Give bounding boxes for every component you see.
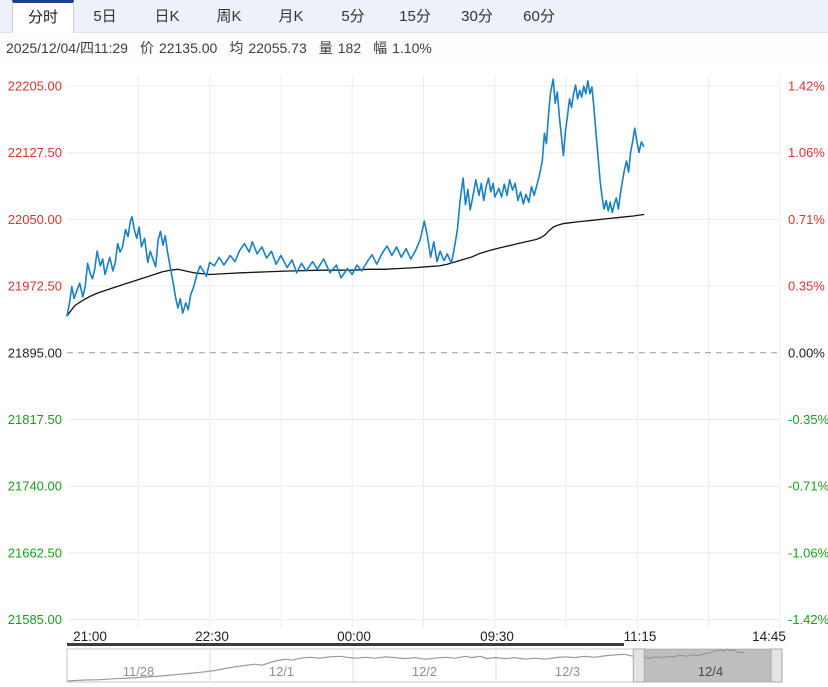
y-axis-price-label: 21662.50 — [8, 545, 62, 560]
navigator-day-label-selected[interactable]: 12/4 — [698, 664, 723, 679]
quote-field-label: 均 — [229, 40, 244, 56]
navigator-day-label[interactable]: 12/3 — [555, 664, 580, 679]
quote-info-bar: 2025/12/04/四11:29 价 22135.00 均 22055.73 量 182… — [0, 34, 828, 62]
price-line — [66, 78, 645, 317]
navigator-right-handle[interactable] — [770, 648, 783, 683]
y-axis-price-label: 22050.00 — [8, 212, 62, 227]
tab-5day[interactable]: 5日 — [93, 8, 117, 25]
y-axis-percent-label: 1.42% — [788, 79, 825, 94]
quote-field-label: 量 — [318, 40, 333, 56]
y-axis-percent-label: -0.71% — [788, 479, 828, 494]
period-tab-bar: 分时 5日 日K 周K 月K 5分 15分 30分 60分 — [0, 0, 828, 33]
quote-field-label: 价 — [139, 40, 154, 56]
x-axis-time-label: 11:15 — [624, 629, 657, 644]
tab-intraday[interactable]: 分时 — [12, 0, 74, 33]
quote-field-value: 182 — [337, 40, 362, 56]
y-axis-percent-label: -1.06% — [788, 545, 828, 560]
quote-field: 量 182 — [319, 38, 361, 58]
quote-field-value: 22135.00 — [158, 40, 218, 56]
navigator-day-label[interactable]: 12/2 — [412, 664, 437, 679]
quote-datetime: 2025/12/04/四11:29 — [6, 40, 128, 56]
x-axis-time-label: 21:00 — [73, 629, 107, 644]
y-axis-percent-label: -0.35% — [788, 412, 828, 427]
tab-30min[interactable]: 30分 — [461, 8, 493, 25]
x-axis-time-label: 22:30 — [195, 629, 229, 644]
y-axis-percent-label: 1.06% — [788, 145, 825, 160]
tab-60min[interactable]: 60分 — [523, 8, 555, 25]
y-axis-percent-label: -1.42% — [788, 612, 828, 627]
y-axis-price-label: 22127.50 — [8, 145, 62, 160]
navigator-left-handle[interactable] — [632, 648, 645, 683]
quote-fields: 价 22135.00 均 22055.73 量 182 幅 1.10% — [140, 38, 444, 58]
tab-daily-k[interactable]: 日K — [154, 8, 180, 25]
x-axis-time-label: 00:00 — [337, 629, 371, 644]
y-axis-price-label: 21740.00 — [8, 479, 62, 494]
y-axis-price-label: 21585.00 — [8, 612, 62, 627]
navigator-day-label[interactable]: 12/1 — [269, 664, 294, 679]
quote-field: 幅 1.10% — [373, 38, 432, 58]
tab-15min[interactable]: 15分 — [399, 8, 431, 25]
quote-field-label: 幅 — [373, 40, 388, 56]
average-line — [66, 213, 645, 317]
y-axis-percent-label: 0.35% — [788, 279, 825, 294]
y-axis-price-label: 21895.00 — [8, 345, 62, 360]
tab-weekly-k[interactable]: 周K — [216, 8, 242, 25]
quote-field: 均 22055.73 — [229, 38, 306, 58]
y-axis-price-label: 21817.50 — [8, 412, 62, 427]
quote-field: 价 22135.00 — [140, 38, 217, 58]
quote-field-value: 1.10% — [392, 40, 432, 56]
tab-5min[interactable]: 5分 — [341, 8, 365, 25]
y-axis-percent-label: 0.71% — [788, 212, 825, 227]
quote-field-value: 22055.73 — [248, 40, 307, 56]
navigator-day-label[interactable]: 11/28 — [123, 664, 155, 679]
x-axis-time-label: 09:30 — [480, 629, 514, 644]
x-axis-time-label: 14:45 — [752, 629, 786, 644]
y-axis-price-label: 22205.00 — [8, 79, 62, 94]
y-axis-price-label: 21972.50 — [8, 279, 62, 294]
navigator-selection[interactable] — [633, 649, 782, 682]
tab-monthly-k[interactable]: 月K — [278, 8, 304, 25]
y-axis-percent-label: 0.00% — [788, 345, 825, 360]
